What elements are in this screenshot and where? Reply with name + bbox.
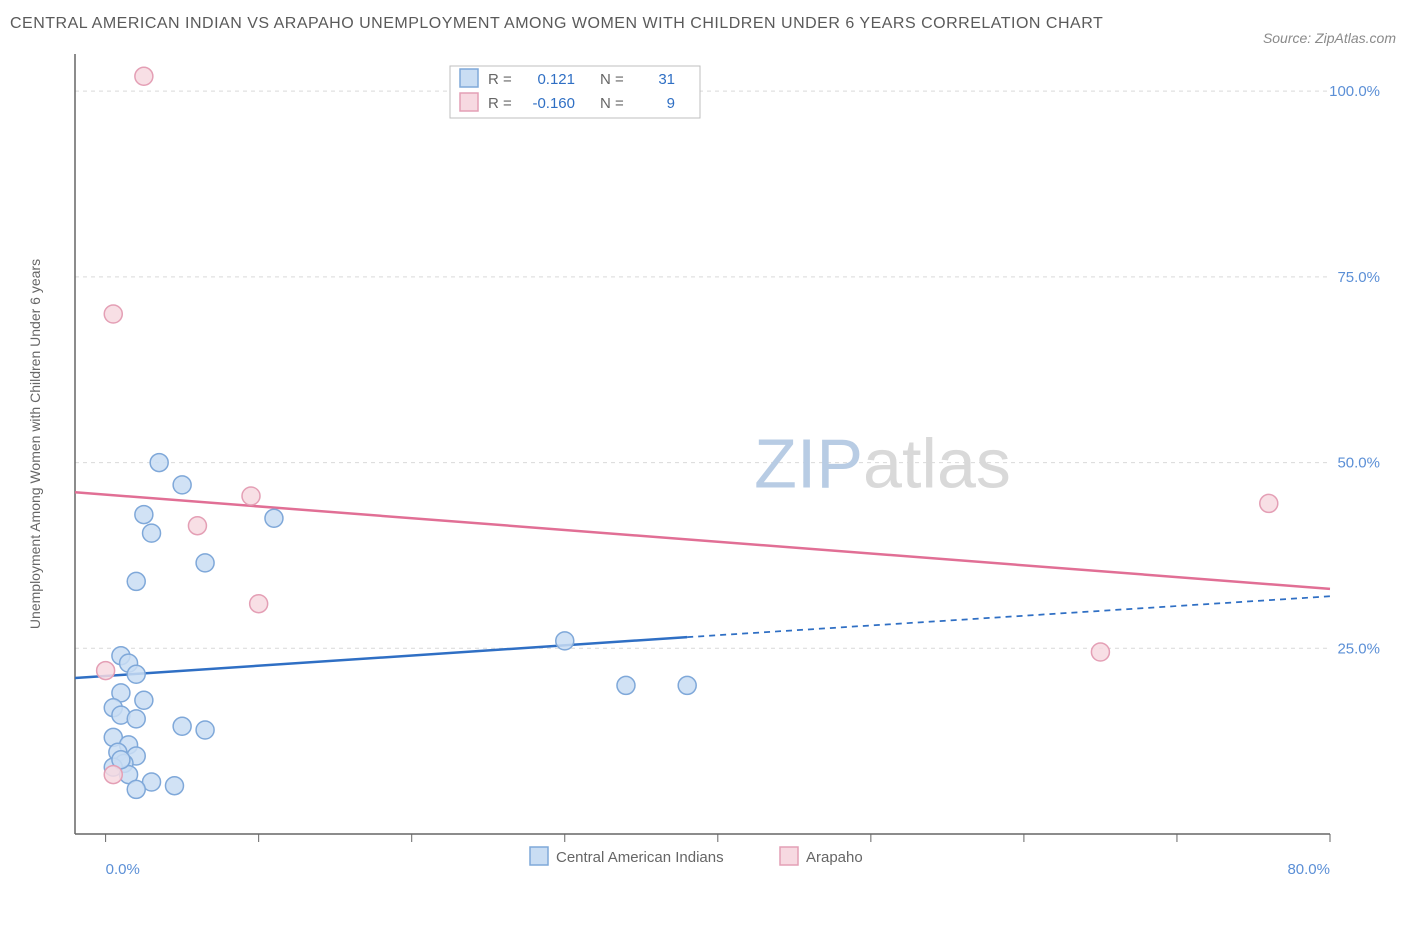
data-point [104, 766, 122, 784]
y-axis-label: Unemployment Among Women with Children U… [27, 259, 43, 629]
data-point [1260, 494, 1278, 512]
chart-header: CENTRAL AMERICAN INDIAN VS ARAPAHO UNEMP… [10, 10, 1396, 46]
trend-line-ext [687, 596, 1330, 637]
legend-swatch [780, 847, 798, 865]
chart-area: 25.0% 50.0% 75.0% 100.0% 0.0% 80.0% Unemployme… [10, 54, 1396, 894]
data-point [104, 305, 122, 323]
stats-n-label: N = [600, 71, 624, 88]
scatter-chart: 25.0% 50.0% 75.0% 100.0% 0.0% 80.0% Unemployme… [10, 54, 1396, 894]
stats-r-value: -0.160 [532, 95, 575, 112]
data-point [265, 509, 283, 527]
chart-title: CENTRAL AMERICAN INDIAN VS ARAPAHO UNEMP… [10, 10, 1103, 39]
data-point [135, 506, 153, 524]
data-point [97, 662, 115, 680]
x-max-label: 80.0% [1287, 861, 1330, 878]
trend-line [75, 637, 687, 678]
stats-swatch [460, 93, 478, 111]
stats-n-label: N = [600, 95, 624, 112]
data-point [165, 777, 183, 795]
data-point [242, 487, 260, 505]
y-tick-label: 100.0% [1329, 83, 1380, 100]
data-point [1091, 643, 1109, 661]
data-point [250, 595, 268, 613]
data-point [127, 572, 145, 590]
stats-r-label: R = [488, 71, 512, 88]
y-tick-label: 75.0% [1337, 269, 1380, 286]
watermark: ZIPatlas [754, 425, 1011, 503]
data-point [150, 454, 168, 472]
x-min-label: 0.0% [106, 861, 140, 878]
stats-n-value: 9 [667, 95, 675, 112]
data-point [173, 717, 191, 735]
data-point [173, 476, 191, 494]
stats-r-value: 0.121 [537, 71, 575, 88]
data-point [135, 67, 153, 85]
y-tick-label: 50.0% [1337, 455, 1380, 472]
stats-n-value: 31 [658, 71, 675, 88]
legend-label: Central American Indians [556, 849, 724, 866]
data-point [556, 632, 574, 650]
data-point [127, 665, 145, 683]
trend-line [75, 492, 1330, 589]
data-point [127, 780, 145, 798]
data-point [135, 691, 153, 709]
data-point [196, 554, 214, 572]
data-point [127, 710, 145, 728]
legend-swatch [530, 847, 548, 865]
y-tick-label: 25.0% [1337, 640, 1380, 657]
stats-r-label: R = [488, 95, 512, 112]
stats-swatch [460, 69, 478, 87]
data-point [188, 517, 206, 535]
data-point [196, 721, 214, 739]
data-point [143, 524, 161, 542]
legend-label: Arapaho [806, 849, 863, 866]
data-point [678, 676, 696, 694]
chart-source: Source: ZipAtlas.com [1263, 30, 1396, 46]
data-point [617, 676, 635, 694]
